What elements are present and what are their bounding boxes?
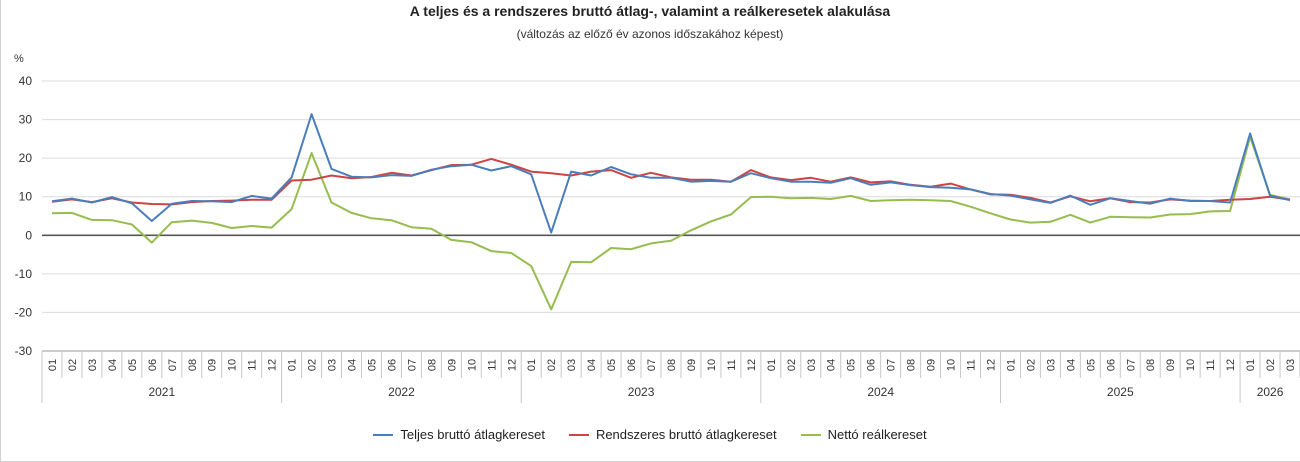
x-tick-label: 02: [1265, 359, 1277, 371]
x-tick-label: 09: [1165, 359, 1177, 371]
series-line-0: [51, 113, 1291, 234]
x-tick-label: 12: [1225, 359, 1237, 371]
x-tick-label: 03: [87, 359, 99, 371]
x-tick-label: 03: [806, 359, 818, 371]
x-tick-label: 06: [866, 359, 878, 371]
x-tick-label: 10: [706, 359, 718, 371]
series-lines: [51, 113, 1291, 311]
chart-subtitle: (változás az előző év azonos időszakához…: [516, 27, 784, 41]
x-tick-label: 07: [886, 359, 898, 371]
x-tick-label: 09: [926, 359, 938, 371]
x-tick-label: 04: [347, 359, 359, 371]
year-label: 2022: [388, 385, 415, 399]
x-tick-label: 11: [1205, 359, 1217, 370]
x-tick-label: 07: [167, 359, 179, 371]
x-tick-label: 12: [506, 359, 518, 371]
x-tick-label: 02: [1025, 359, 1037, 371]
x-tick-label: 07: [1125, 359, 1137, 371]
y-tick-label: 30: [19, 113, 33, 127]
x-tick-label: 01: [526, 359, 538, 371]
x-tick-label: 04: [1065, 359, 1077, 371]
x-tick-label: 02: [67, 359, 79, 371]
x-tick-label: 11: [726, 359, 738, 370]
x-tick-label: 08: [187, 359, 199, 371]
x-tick-label: 07: [406, 359, 418, 371]
y-tick-label: 0: [25, 228, 32, 242]
year-label: 2021: [148, 385, 175, 399]
x-tick-label: 04: [107, 359, 119, 371]
x-tick-label: 10: [946, 359, 958, 371]
y-tick-label: -20: [15, 305, 33, 319]
year-label: 2025: [1107, 385, 1134, 399]
series-line-2: [51, 135, 1291, 311]
x-tick-label: 04: [826, 359, 838, 371]
legend: Teljes bruttó átlagkereset Rendszeres bru…: [0, 427, 1300, 442]
x-tick-label: 01: [766, 359, 778, 371]
x-tick-label: 06: [626, 359, 638, 371]
series-line-1: [51, 157, 1291, 206]
x-tick-label: 08: [1145, 359, 1157, 371]
x-tick-label: 05: [127, 359, 139, 371]
y-axis-unit-label: %: [14, 53, 24, 65]
x-tick-label: 06: [147, 359, 159, 371]
x-tick-label: 05: [366, 359, 378, 371]
x-tick-label: 08: [666, 359, 678, 371]
legend-label: Nettó reálkereset: [827, 427, 927, 442]
x-tick-label: 08: [426, 359, 438, 371]
x-tick-label: 09: [446, 359, 458, 371]
legend-item[interactable]: Rendszeres bruttó átlagkereset: [568, 427, 777, 442]
x-tick-label: 12: [985, 359, 997, 371]
x-tick-label: 03: [1045, 359, 1057, 371]
x-tick-label: 08: [906, 359, 918, 371]
line-chart: % 40 30 20 10 0 -10 -20 -30 01 02 03 04 05 06 07 08 09 10 1…: [14, 53, 1300, 403]
legend-swatch: [373, 433, 394, 436]
y-tick-label: 20: [19, 151, 33, 165]
x-tick-label: 09: [686, 359, 698, 371]
x-tick-label: 06: [386, 359, 398, 371]
x-tick-label: 01: [287, 359, 299, 371]
x-tick-label: 11: [247, 359, 259, 370]
x-tick-label: 05: [606, 359, 618, 371]
y-tick-label: -10: [15, 267, 33, 281]
x-tick-label: 02: [307, 359, 319, 371]
x-tick-label: 02: [786, 359, 798, 371]
y-tick-label: -30: [15, 344, 33, 358]
legend-label: Teljes bruttó átlagkereset: [400, 427, 545, 442]
x-tick-label: 01: [1005, 359, 1017, 371]
x-tick-label: 03: [327, 359, 339, 371]
year-label: 2024: [867, 385, 894, 399]
x-tick-label: 03: [1285, 359, 1297, 371]
x-tick-label: 02: [546, 359, 558, 371]
year-label: 2023: [628, 385, 655, 399]
x-tick-label: 01: [1245, 359, 1257, 371]
x-tick-label: 09: [207, 359, 219, 371]
x-tick-label: 10: [466, 359, 478, 371]
legend-swatch: [568, 433, 589, 436]
axes: % 40 30 20 10 0 -10 -20 -30 01 02 03 04 05 06 07 08 09 10 1…: [14, 53, 1300, 403]
legend-swatch: [800, 433, 821, 436]
legend-label: Rendszeres bruttó átlagkereset: [595, 427, 777, 442]
x-tick-label: 11: [966, 359, 978, 370]
x-tick-label: 05: [846, 359, 858, 371]
x-tick-label: 06: [1105, 359, 1117, 371]
x-tick-label: 12: [746, 359, 758, 371]
y-tick-label: 10: [19, 190, 33, 204]
x-tick-label: 04: [586, 359, 598, 371]
legend-item[interactable]: Teljes bruttó átlagkereset: [373, 427, 545, 442]
x-tick-label: 12: [267, 359, 279, 371]
x-tick-label: 05: [1085, 359, 1097, 371]
legend-item[interactable]: Nettó reálkereset: [800, 427, 927, 442]
x-tick-label: 11: [486, 359, 498, 370]
x-tick-label: 03: [566, 359, 578, 371]
year-label: 2026: [1257, 385, 1284, 399]
x-tick-label: 07: [646, 359, 658, 371]
x-tick-label: 10: [227, 359, 239, 371]
chart-title: A teljes és a rendszeres bruttó átlag-, …: [409, 3, 891, 19]
x-tick-label: 10: [1185, 359, 1197, 371]
y-tick-label: 40: [19, 74, 33, 88]
x-tick-label: 01: [47, 359, 59, 371]
